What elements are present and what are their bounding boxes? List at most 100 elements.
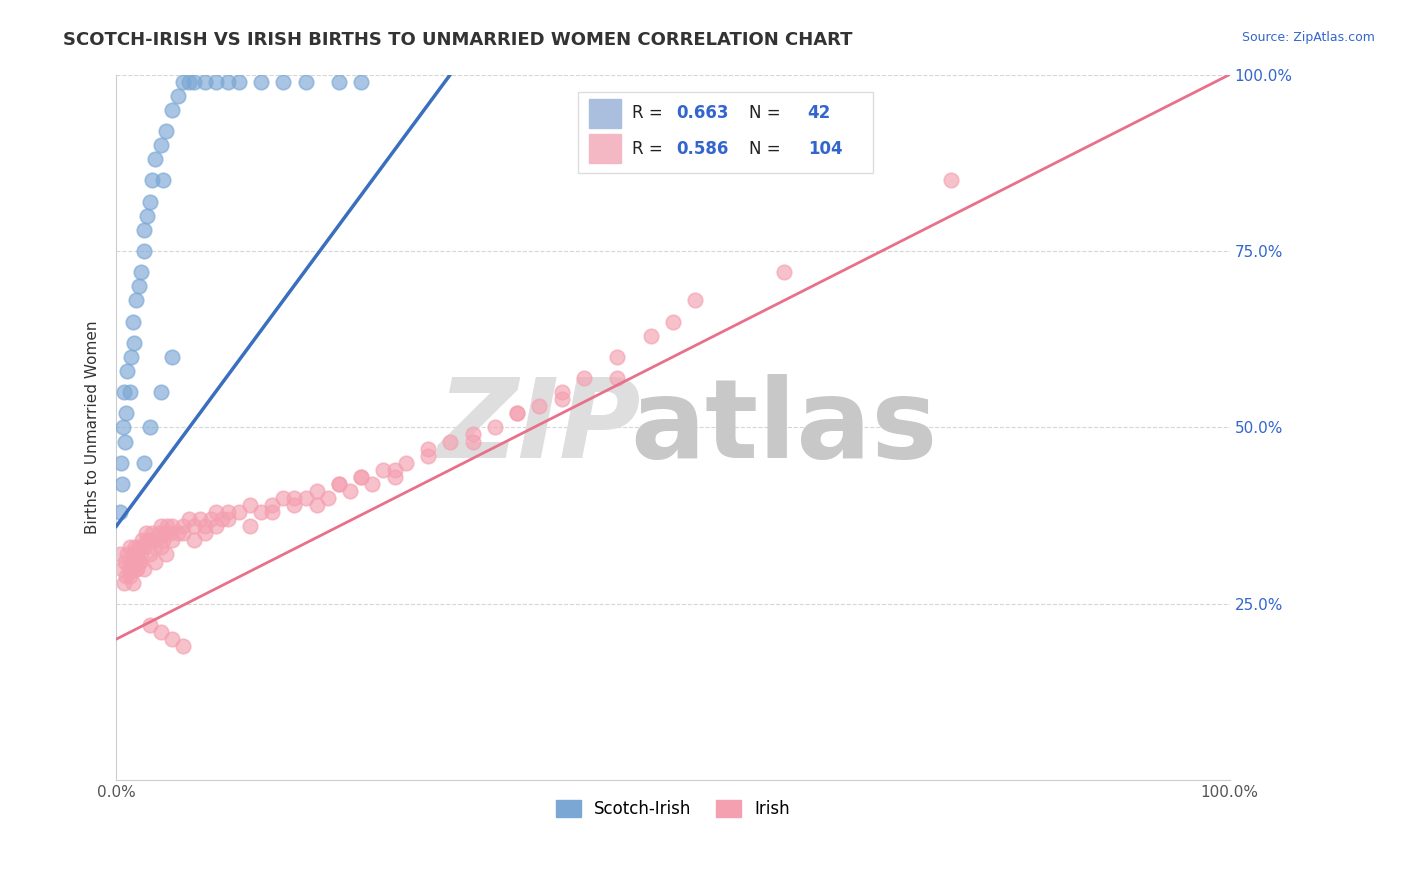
Point <box>149 541 172 555</box>
Point <box>128 541 150 555</box>
Point <box>172 526 194 541</box>
Point <box>484 420 506 434</box>
Text: 104: 104 <box>807 140 842 158</box>
Bar <box>589 134 620 163</box>
Point <box>152 173 174 187</box>
Point <box>129 548 152 562</box>
Point <box>350 470 373 484</box>
Point <box>120 554 142 568</box>
Point <box>132 541 155 555</box>
Point <box>159 526 181 541</box>
Point <box>205 505 228 519</box>
Text: 42: 42 <box>807 104 831 122</box>
Point <box>283 498 305 512</box>
Y-axis label: Births to Unmarried Women: Births to Unmarried Women <box>86 320 100 534</box>
Text: R =: R = <box>631 104 668 122</box>
Point <box>155 124 177 138</box>
Point <box>143 541 166 555</box>
Point <box>384 463 406 477</box>
Point <box>118 568 141 582</box>
Point <box>152 533 174 548</box>
Point <box>183 533 205 548</box>
Point <box>228 74 250 88</box>
Point <box>143 554 166 568</box>
Point <box>122 575 145 590</box>
Point <box>200 512 222 526</box>
Text: R =: R = <box>631 140 668 158</box>
Point <box>416 442 439 456</box>
Text: N =: N = <box>749 104 780 122</box>
Point <box>128 279 150 293</box>
Point <box>328 476 350 491</box>
Point <box>160 519 183 533</box>
Text: Source: ZipAtlas.com: Source: ZipAtlas.com <box>1241 31 1375 45</box>
Point <box>120 350 142 364</box>
Point <box>316 491 339 505</box>
Point <box>177 512 200 526</box>
Text: atlas: atlas <box>631 374 938 481</box>
Point <box>550 392 572 407</box>
Point <box>239 498 262 512</box>
Point <box>177 74 200 88</box>
Point <box>149 625 172 640</box>
Point <box>461 434 484 449</box>
Point <box>131 533 153 548</box>
Point <box>138 533 160 548</box>
Point <box>194 519 217 533</box>
Point <box>160 533 183 548</box>
Point <box>166 526 188 541</box>
Point <box>132 456 155 470</box>
Point <box>941 173 963 187</box>
Point <box>416 449 439 463</box>
Point <box>294 491 316 505</box>
Point <box>606 350 628 364</box>
Point <box>439 434 461 449</box>
Point <box>122 335 145 350</box>
Text: N =: N = <box>749 140 780 158</box>
Legend: Scotch-Irish, Irish: Scotch-Irish, Irish <box>548 793 797 825</box>
Point <box>136 533 159 548</box>
Point <box>121 561 143 575</box>
Point <box>239 519 262 533</box>
Bar <box>589 98 620 128</box>
Point <box>283 491 305 505</box>
Point <box>111 561 134 575</box>
Point <box>114 434 136 449</box>
Point <box>217 505 239 519</box>
Point <box>143 152 166 166</box>
Point <box>305 483 328 498</box>
Point <box>132 244 155 258</box>
Point <box>506 406 529 420</box>
Point <box>122 548 145 562</box>
Point <box>194 526 217 541</box>
Point <box>395 456 418 470</box>
Point <box>149 385 172 400</box>
Point <box>138 420 160 434</box>
Point <box>572 371 595 385</box>
Point <box>117 561 139 575</box>
Point <box>117 548 139 562</box>
Point <box>125 293 148 308</box>
Point <box>160 103 183 117</box>
Point <box>148 526 170 541</box>
Point <box>250 74 273 88</box>
Point <box>550 385 572 400</box>
Text: 0.586: 0.586 <box>676 140 728 158</box>
Point <box>205 519 228 533</box>
Text: 0.663: 0.663 <box>676 104 728 122</box>
Point <box>132 561 155 575</box>
Point <box>135 526 157 541</box>
Point <box>125 548 148 562</box>
Point <box>110 456 132 470</box>
Point <box>461 427 484 442</box>
Point <box>305 498 328 512</box>
Point <box>160 350 183 364</box>
Point <box>228 505 250 519</box>
Point <box>339 483 361 498</box>
Point <box>606 371 628 385</box>
Point <box>188 512 211 526</box>
Point <box>138 194 160 209</box>
Point <box>250 505 273 519</box>
Point <box>155 548 177 562</box>
Point <box>205 74 228 88</box>
